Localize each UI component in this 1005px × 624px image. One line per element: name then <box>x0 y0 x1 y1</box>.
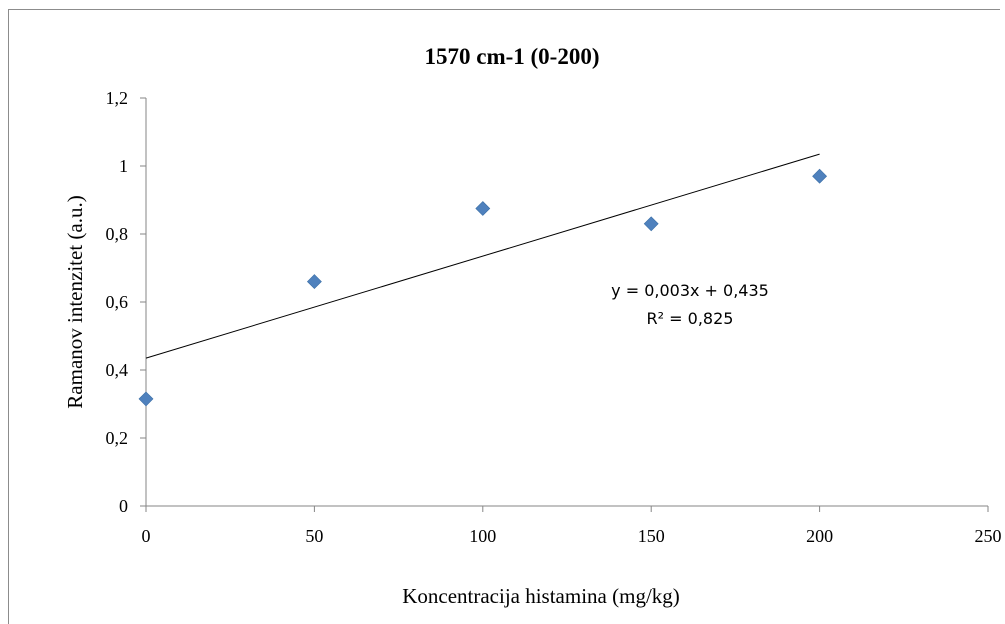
y-tick-label: 1,2 <box>106 88 129 108</box>
y-tick-label: 0 <box>119 496 128 516</box>
trendline-r-squared: R² = 0,825 <box>647 309 734 328</box>
data-point <box>306 274 322 290</box>
y-tick-label: 0,8 <box>106 224 129 244</box>
chart-frame <box>8 9 1000 624</box>
y-ticks: 0 0,2 0,4 0,6 0,8 1 1,2 <box>106 88 146 516</box>
data-point <box>812 168 828 184</box>
x-ticks: 0 50 100 150 200 250 <box>142 506 1002 546</box>
x-tick-label: 100 <box>469 526 496 546</box>
y-tick-label: 1 <box>119 156 128 176</box>
x-tick-label: 250 <box>975 526 1002 546</box>
chart-title: 1570 cm-1 (0-200) <box>424 44 599 69</box>
data-point <box>138 391 154 407</box>
data-point <box>643 216 659 232</box>
x-axis-label: Koncentracija histamina (mg/kg) <box>402 584 680 608</box>
axes <box>145 98 988 507</box>
x-tick-label: 200 <box>806 526 833 546</box>
trendline-equation: y = 0,003x + 0,435 <box>611 281 769 300</box>
trendline <box>145 153 820 359</box>
x-tick-label: 0 <box>142 526 151 546</box>
x-tick-label: 150 <box>638 526 665 546</box>
data-point <box>475 201 491 216</box>
data-points <box>138 168 828 407</box>
y-tick-label: 0,6 <box>106 292 129 312</box>
y-tick-label: 0,2 <box>106 428 129 448</box>
y-axis-label: Ramanov intenzitet (a.u.) <box>63 195 87 408</box>
y-tick-label: 0,4 <box>106 360 129 380</box>
x-tick-label: 50 <box>305 526 323 546</box>
